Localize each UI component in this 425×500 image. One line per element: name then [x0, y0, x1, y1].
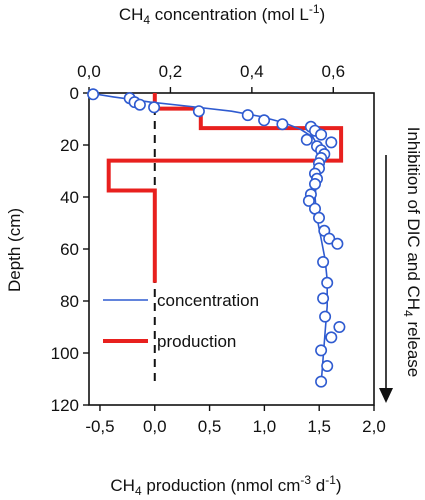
- concentration-point: [323, 232, 336, 245]
- top-tick-label: 0,2: [159, 62, 183, 81]
- legend: concentration production: [103, 291, 259, 351]
- top-tick-label: 0,6: [321, 62, 345, 81]
- bottom-axis-title: CH4 production (nmol cm-3 d-1): [110, 473, 341, 498]
- top-tick-label: 0,0: [77, 62, 101, 81]
- legend-production-label: production: [157, 332, 236, 351]
- concentration-point: [302, 194, 315, 207]
- concentration-point: [321, 359, 334, 372]
- concentration-point: [300, 133, 313, 146]
- concentration-point: [133, 98, 146, 111]
- concentration-point: [321, 276, 334, 289]
- concentration-point: [241, 109, 254, 122]
- concentration-point: [315, 344, 328, 357]
- concentration-point: [315, 128, 328, 141]
- y-tick-label: 120: [51, 396, 79, 415]
- bottom-tick-label: 1,0: [253, 417, 277, 436]
- concentration-point: [312, 211, 325, 224]
- y-axis-ticks: 0 20 40 60 80 100 120: [51, 84, 89, 415]
- y-axis-title: Depth (cm): [5, 208, 24, 292]
- bottom-tick-label: 0,0: [143, 417, 167, 436]
- concentration-point: [276, 118, 289, 131]
- concentration-point: [308, 178, 321, 191]
- legend-concentration-label: concentration: [157, 291, 259, 310]
- concentration-point: [315, 375, 328, 388]
- y-tick-label: 100: [51, 344, 79, 363]
- bottom-tick-label: 2,0: [362, 417, 386, 436]
- y-tick-label: 20: [60, 136, 79, 155]
- right-annotation: Inhibition of DIC and CH4 release: [401, 127, 423, 378]
- down-arrow-icon: [379, 155, 393, 403]
- concentration-point: [325, 331, 338, 344]
- series-layer: [87, 88, 346, 388]
- y-tick-label: 60: [60, 240, 79, 259]
- y-tick-label: 40: [60, 188, 79, 207]
- top-axis-title: CH4 concentration (mol L-1): [119, 2, 325, 27]
- bottom-tick-label: 0,5: [198, 417, 222, 436]
- bottom-axis-ticks: -0,5 0,0 0,5 1,0 1,5 2,0: [85, 405, 386, 436]
- bottom-tick-label: -0,5: [85, 417, 114, 436]
- production-line: [106, 93, 344, 283]
- concentration-point: [331, 237, 344, 250]
- concentration-point: [319, 310, 332, 323]
- concentration-point: [148, 101, 161, 114]
- bottom-tick-label: 1,5: [307, 417, 331, 436]
- concentration-point: [317, 255, 330, 268]
- top-axis-ticks: 0,0 0,2 0,4 0,6: [77, 62, 345, 93]
- concentration-point: [325, 136, 338, 149]
- concentration-point: [258, 114, 271, 127]
- concentration-point: [333, 320, 346, 333]
- concentration-point: [317, 292, 330, 305]
- y-tick-label: 80: [60, 292, 79, 311]
- concentration-point: [87, 88, 100, 101]
- y-tick-label: 0: [70, 84, 79, 103]
- top-tick-label: 0,4: [240, 62, 264, 81]
- concentration-point: [192, 105, 205, 118]
